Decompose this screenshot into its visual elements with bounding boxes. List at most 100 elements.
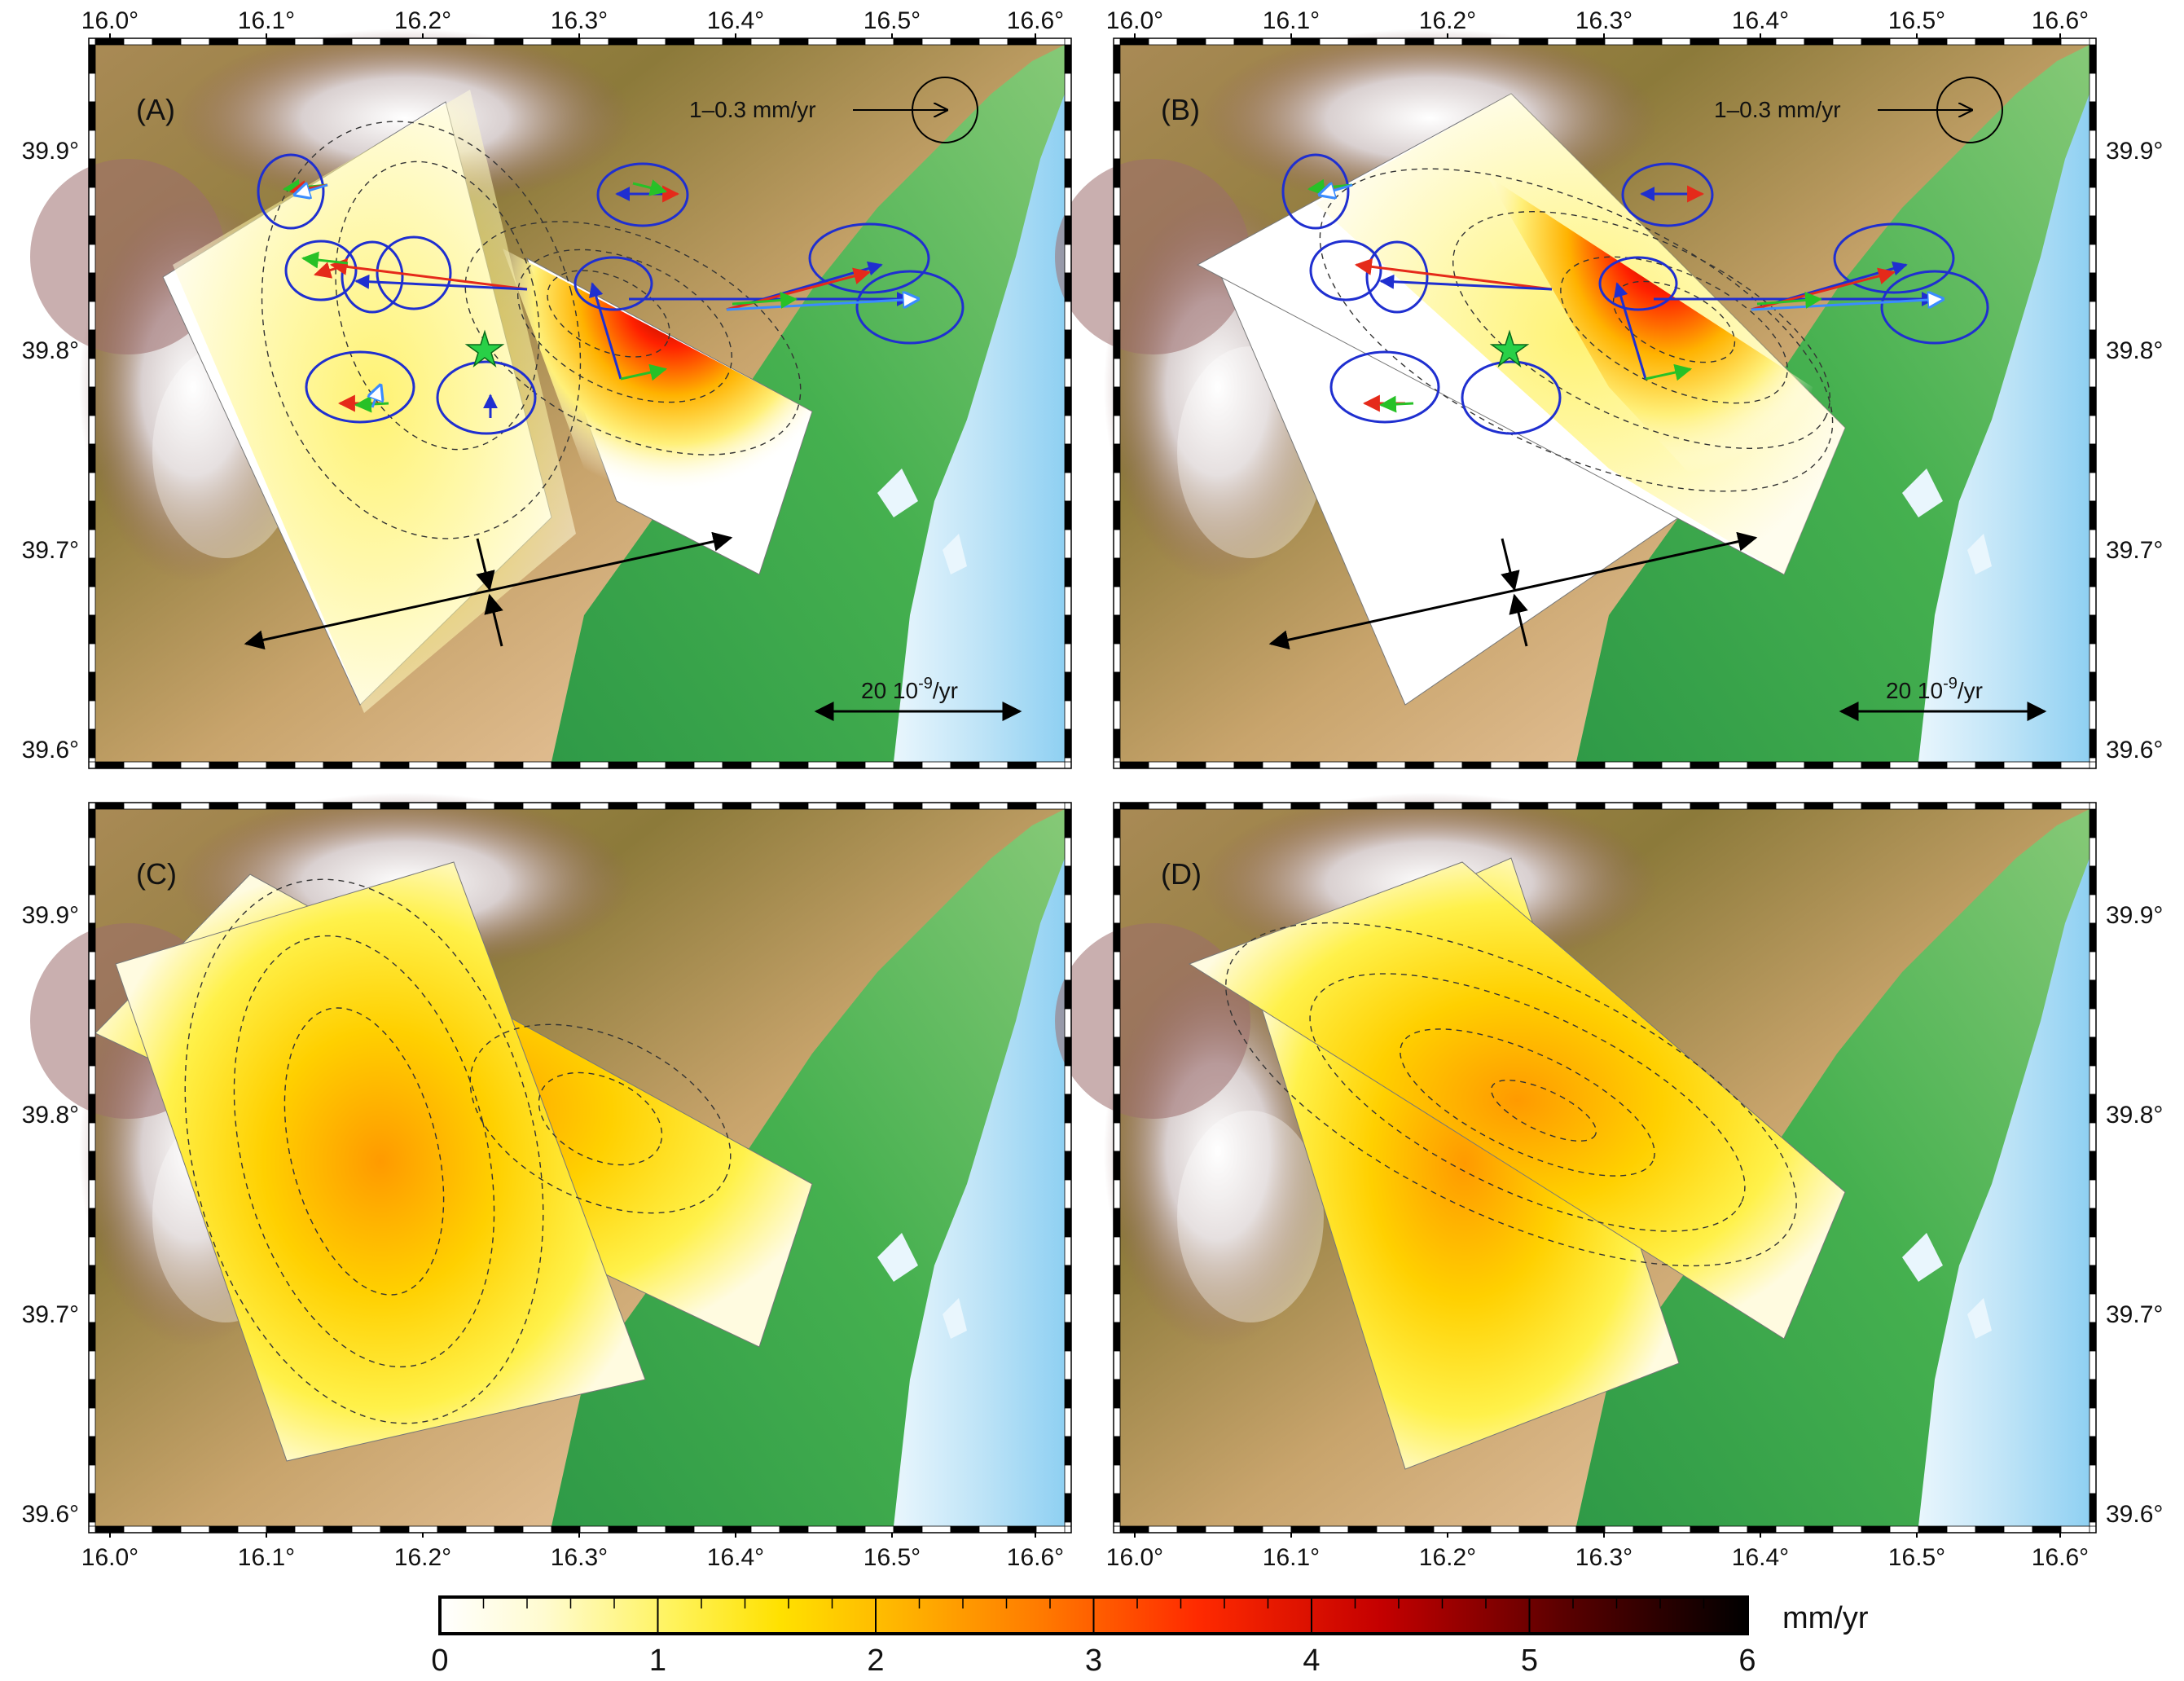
- frame-segment: [1604, 37, 1634, 46]
- frame-segment: [1490, 1525, 1520, 1534]
- frame-segment: [522, 1525, 552, 1534]
- frame-segment: [1148, 37, 1178, 46]
- frame-segment: [864, 1525, 894, 1534]
- frame-segment: [88, 1464, 96, 1494]
- frame-segment: [294, 37, 324, 46]
- frame-segment: [88, 272, 96, 302]
- frame-segment: [2089, 979, 2097, 1010]
- frame-segment: [294, 802, 324, 810]
- frame-segment: [1461, 761, 1492, 769]
- frame-segment: [1119, 761, 1149, 769]
- frame-segment: [1113, 1036, 1121, 1067]
- frame-segment: [1064, 757, 1072, 763]
- frame-segment: [1661, 761, 1691, 769]
- frame-segment: [722, 1525, 752, 1534]
- frame-segment: [2003, 761, 2033, 769]
- frame-segment: [1661, 802, 1691, 810]
- frame-segment: [2089, 1179, 2097, 1209]
- frame-segment: [2089, 1293, 2097, 1323]
- lon-tick-label: 16.5°: [863, 7, 921, 34]
- frame-segment: [636, 802, 666, 810]
- lat-tick-label: 39.9°: [22, 138, 79, 165]
- frame-segment: [1918, 1525, 1948, 1534]
- frame-segment: [94, 802, 125, 810]
- frame-segment: [693, 761, 723, 769]
- frame-segment: [864, 761, 894, 769]
- frame-segment: [1064, 187, 1072, 217]
- frame-segment: [1035, 802, 1066, 810]
- frame-segment: [1633, 1525, 1663, 1534]
- frame-segment: [1547, 802, 1577, 810]
- frame-segment: [1113, 1436, 1121, 1466]
- frame-segment: [1575, 761, 1606, 769]
- frame-segment: [950, 37, 980, 46]
- frame-segment: [1113, 671, 1121, 702]
- frame-segment: [807, 761, 837, 769]
- frame-segment: [88, 894, 96, 924]
- frame-segment: [1690, 1525, 1720, 1534]
- frame-segment: [2032, 37, 2062, 46]
- frame-segment: [380, 1525, 410, 1534]
- frame-segment: [123, 802, 153, 810]
- lon-tick-label: 16.4°: [707, 1544, 764, 1571]
- frame-segment: [1064, 500, 1072, 530]
- frame-segment: [1690, 37, 1720, 46]
- frame-segment: [665, 37, 695, 46]
- frame-segment: [1718, 802, 1748, 810]
- frame-segment: [1433, 761, 1463, 769]
- frame-segment: [1861, 37, 1891, 46]
- lat-tick-label: 39.9°: [2106, 902, 2163, 929]
- strain-axis-compression-bottom: [484, 593, 503, 647]
- lat-tick-label: 39.6°: [22, 1501, 79, 1528]
- frame-segment: [408, 761, 438, 769]
- epicenter-star: [464, 329, 505, 368]
- frame-segment: [294, 1525, 324, 1534]
- frame-segment: [88, 358, 96, 388]
- frame-segment: [750, 1525, 780, 1534]
- frame-segment: [1064, 1350, 1072, 1380]
- lon-tick-label: 16.6°: [2032, 1544, 2089, 1571]
- colorbar: 0 1 2 3 4 5 6 mm/yr: [431, 1595, 1869, 1678]
- frame-segment: [88, 158, 96, 188]
- frame-segment: [1433, 37, 1463, 46]
- lon-tick-label: 16.4°: [1732, 1544, 1789, 1571]
- frame-segment: [180, 761, 210, 769]
- lon-tick-label: 16.6°: [2032, 7, 2089, 34]
- frame-segment: [2089, 614, 2097, 645]
- frame-segment: [2089, 500, 2097, 530]
- colorbar-tick-label: 1: [649, 1644, 666, 1678]
- frame-segment: [1113, 1293, 1121, 1323]
- frame-segment: [1113, 865, 1121, 896]
- frame-segment: [1113, 529, 1121, 559]
- frame-segment: [1064, 1236, 1072, 1266]
- colorbar-unit: mm/yr: [1782, 1601, 1869, 1635]
- frame-segment: [2089, 529, 2097, 559]
- lat-tick-label: 39.7°: [22, 537, 79, 564]
- frame-segment: [1113, 837, 1121, 867]
- frame-segment: [1775, 1525, 1805, 1534]
- frame-segment: [1113, 1208, 1121, 1238]
- panel-d: (D): [1055, 793, 2090, 1526]
- frame-segment: [1518, 761, 1549, 769]
- frame-segment: [1113, 1179, 1121, 1209]
- lon-tick-label: 16.6°: [1007, 1544, 1064, 1571]
- frame-segment: [88, 443, 96, 473]
- frame-segment: [2089, 1436, 2097, 1466]
- panel-label: (C): [136, 857, 177, 891]
- frame-segment: [1113, 44, 1121, 74]
- frame-segment: [1690, 761, 1720, 769]
- frame-segment: [2060, 1525, 2090, 1534]
- frame-segment: [437, 802, 467, 810]
- frame-segment: [807, 802, 837, 810]
- frame-segment: [1747, 37, 1777, 46]
- frame-segment: [1113, 272, 1121, 302]
- frame-segment: [1518, 1525, 1549, 1534]
- frame-segment: [152, 802, 182, 810]
- frame-segment: [608, 761, 638, 769]
- frame-segment: [1113, 922, 1121, 953]
- frame-segment: [88, 500, 96, 530]
- frame-segment: [1262, 802, 1292, 810]
- frame-segment: [2060, 802, 2090, 810]
- frame-segment: [88, 951, 96, 981]
- frame-segment: [1113, 557, 1121, 587]
